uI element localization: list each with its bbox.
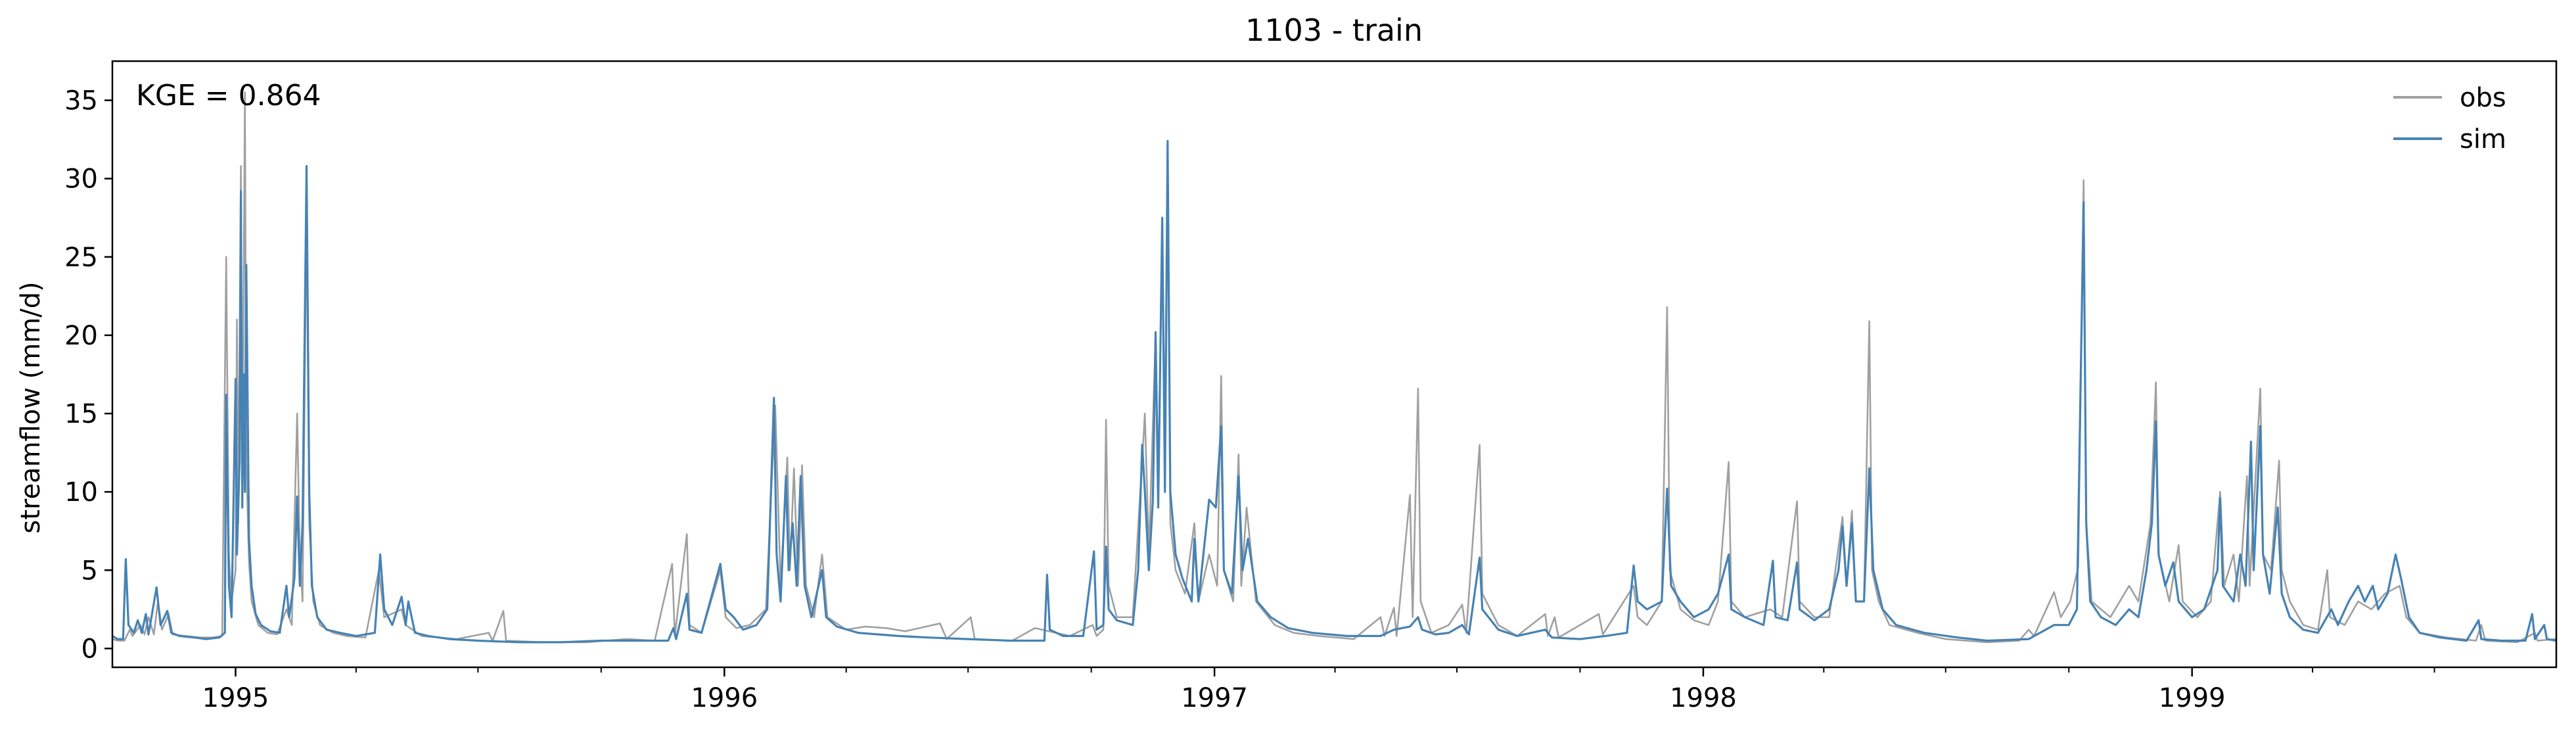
y-tick-label: 5 bbox=[81, 556, 98, 586]
y-tick-label: 30 bbox=[64, 164, 98, 195]
legend-label-sim: sim bbox=[2460, 124, 2506, 154]
x-tick-label: 1997 bbox=[1181, 683, 1248, 713]
y-tick-label: 25 bbox=[64, 243, 98, 273]
x-tick-label: 1999 bbox=[2159, 683, 2226, 713]
x-tick-label: 1998 bbox=[1670, 683, 1737, 713]
y-tick-label: 35 bbox=[64, 86, 98, 116]
y-tick-label: 20 bbox=[64, 321, 98, 351]
kge-annotation: KGE = 0.864 bbox=[136, 79, 321, 112]
x-tick-label: 1995 bbox=[202, 683, 269, 713]
series-line-sim bbox=[112, 139, 2557, 644]
y-tick-label: 10 bbox=[64, 477, 98, 508]
legend-label-obs: obs bbox=[2460, 83, 2506, 113]
y-tick-label: 0 bbox=[81, 634, 98, 664]
plot-area bbox=[112, 91, 2557, 644]
chart-title: 1103 - train bbox=[1245, 12, 1423, 48]
axes: 0 5 10 15 20 25 30 35 1995 1996 1997 1998 1999 bbox=[64, 86, 2435, 713]
axes-frame bbox=[111, 60, 2558, 669]
legend: obs sim bbox=[2393, 83, 2506, 154]
y-axis-label: streamflow (mm/d) bbox=[16, 281, 46, 533]
y-tick-label: 15 bbox=[64, 399, 98, 429]
x-tick-label: 1996 bbox=[691, 683, 758, 713]
